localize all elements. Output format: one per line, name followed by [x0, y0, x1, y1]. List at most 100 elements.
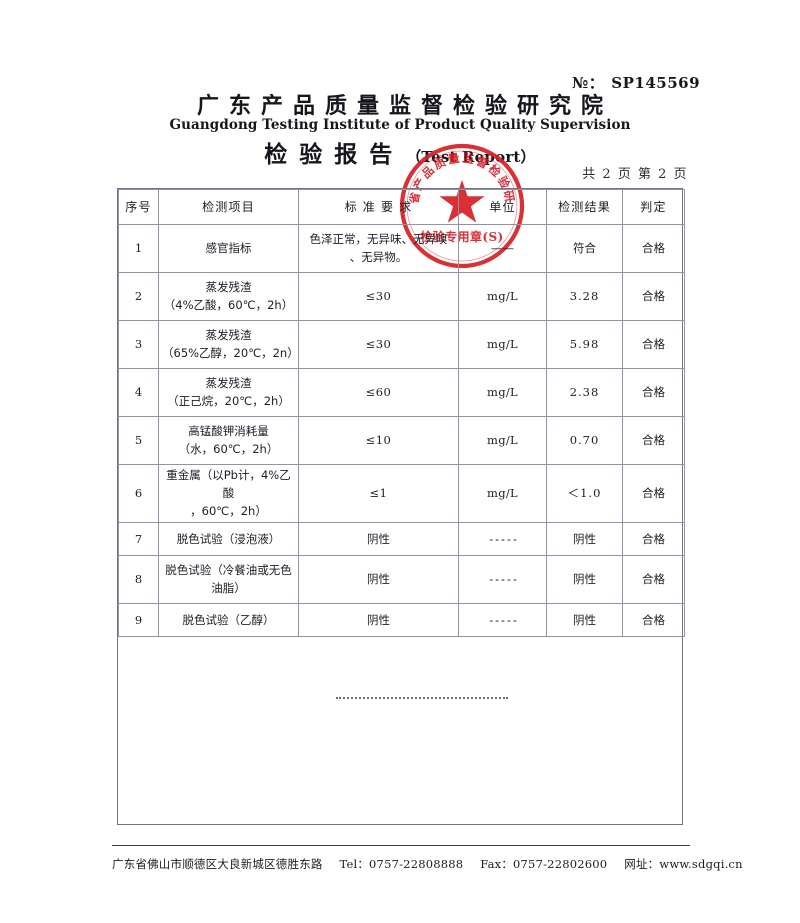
row-no: 5	[118, 416, 159, 465]
row-unit: -----	[458, 522, 547, 557]
row-verdict: 合格	[622, 368, 685, 417]
row-no: 6	[118, 463, 159, 524]
row-unit: mg/L	[458, 320, 547, 369]
row-no: 9	[118, 603, 159, 638]
row-no: 3	[118, 320, 159, 369]
page-title-en: （Test Report）	[406, 148, 536, 166]
page-counter: 共 2 页 第 2 页	[582, 167, 688, 182]
row-item: 重金属（以Pb计，4%乙酸 ，60℃，2h）	[158, 463, 299, 524]
column-header-no: 序号	[118, 189, 159, 225]
footer-address: 广东省佛山市顺德区大良新城区德胜东路	[112, 857, 323, 871]
row-result: 0.70	[546, 416, 623, 465]
row-item-line2: （水，60℃，2h）	[178, 441, 279, 456]
row-standard: 色泽正常，无异味、无异嗅 、无异物。	[298, 224, 459, 273]
row-item-line1: 重金属（以Pb计，4%乙酸	[166, 468, 291, 500]
row-verdict: 合格	[622, 603, 685, 638]
test-results-table: 序号 检测项目 标 准 要 求 单位 检测结果 判定 1 感官指标 色泽正常，无…	[118, 189, 685, 638]
row-verdict: 合格	[622, 463, 685, 524]
row-verdict: 合格	[622, 416, 685, 465]
table-row: 4 蒸发残渣 （正己烷，20℃，2h） ≤60 mg/L 2.38 合格	[118, 368, 685, 417]
row-item-line2: ，60℃，2h）	[190, 503, 267, 518]
table-row: 7 脱色试验（浸泡液） 阴性 ----- 阴性 合格	[118, 522, 685, 557]
row-item-line1: 蒸发残渣	[205, 375, 252, 390]
row-item-line1: 蒸发残渣	[205, 279, 252, 294]
row-item: 蒸发残渣 （4%乙酸，60℃，2h）	[158, 272, 299, 321]
row-verdict: 合格	[622, 555, 685, 605]
row-result: 符合	[546, 224, 623, 273]
row-result: 阴性	[546, 522, 623, 557]
row-unit: mg/L	[458, 272, 547, 321]
row-item-line2: （65%乙醇，20℃，2n）	[162, 345, 299, 360]
row-item-line2: （4%乙酸，60℃，2h）	[163, 297, 294, 312]
row-item: 脱色试验（乙醇）	[158, 603, 299, 638]
row-verdict: 合格	[622, 320, 685, 369]
table-header-row: 序号 检测项目 标 准 要 求 单位 检测结果 判定	[118, 189, 685, 225]
row-item-line1: 脱色试验（冷餐油或无色	[165, 563, 292, 578]
row-item: 感官指标	[158, 224, 299, 273]
column-header-item: 检测项目	[158, 189, 299, 225]
test-results-table-container: 序号 检测项目 标 准 要 求 单位 检测结果 判定 1 感官指标 色泽正常，无…	[117, 188, 685, 825]
row-result: 阴性	[546, 555, 623, 605]
row-result: 阴性	[546, 603, 623, 638]
footer-tel: Tel：0757-22808888	[339, 857, 464, 871]
row-item: 高锰酸钾消耗量 （水，60℃，2h）	[158, 416, 299, 465]
row-no: 7	[118, 522, 159, 557]
column-header-standard: 标 准 要 求	[298, 189, 459, 225]
footer-website: 网址：www.sdgqi.cn	[624, 857, 743, 871]
footer-contact-info: 广东省佛山市顺德区大良新城区德胜东路 Tel：0757-22808888 Fax…	[112, 856, 742, 872]
row-unit: mg/L	[458, 416, 547, 465]
row-item: 脱色试验（浸泡液）	[158, 522, 299, 557]
row-result: 3.28	[546, 272, 623, 321]
footer-divider	[112, 845, 690, 846]
column-header-unit: 单位	[458, 189, 547, 225]
institute-name-cn: 广东产品质量监督检验研究院	[196, 93, 613, 119]
row-unit: -----	[458, 603, 547, 638]
row-unit: ——	[458, 224, 547, 273]
table-row: 1 感官指标 色泽正常，无异味、无异嗅 、无异物。 —— 符合 合格	[118, 224, 685, 273]
row-verdict: 合格	[622, 272, 685, 321]
report-number-value: SP145569	[611, 74, 700, 92]
column-header-result: 检测结果	[546, 189, 623, 225]
row-standard-line1: 色泽正常，无异味、无异嗅	[309, 231, 448, 246]
row-item-line2: （正己烷，20℃，2h）	[167, 393, 290, 408]
row-no: 1	[118, 224, 159, 273]
row-verdict: 合格	[622, 522, 685, 557]
end-of-report-rule	[336, 697, 508, 701]
row-standard: 阴性	[298, 522, 459, 557]
row-standard: ≤1	[298, 463, 459, 524]
report-number-label: №：	[571, 74, 605, 92]
row-standard: ≤30	[298, 272, 459, 321]
row-no: 8	[118, 555, 159, 605]
row-result: 2.38	[546, 368, 623, 417]
row-result: ＜1.0	[546, 463, 623, 524]
table-row: 9 脱色试验（乙醇） 阴性 ----- 阴性 合格	[118, 603, 685, 638]
table-row: 2 蒸发残渣 （4%乙酸，60℃，2h） ≤30 mg/L 3.28 合格	[118, 272, 685, 321]
row-item: 蒸发残渣 （65%乙醇，20℃，2n）	[158, 320, 299, 369]
table-row: 5 高锰酸钾消耗量 （水，60℃，2h） ≤10 mg/L 0.70 合格	[118, 416, 685, 465]
table-row: 8 脱色试验（冷餐油或无色 油脂） 阴性 ----- 阴性 合格	[118, 555, 685, 605]
row-standard: ≤60	[298, 368, 459, 417]
table-row: 3 蒸发残渣 （65%乙醇，20℃，2n） ≤30 mg/L 5.98 合格	[118, 320, 685, 369]
row-result: 5.98	[546, 320, 623, 369]
row-item: 脱色试验（冷餐油或无色 油脂）	[158, 555, 299, 605]
row-standard: 阴性	[298, 603, 459, 638]
row-item-line2: 油脂）	[211, 580, 246, 595]
table-row: 6 重金属（以Pb计，4%乙酸 ，60℃，2h） ≤1 mg/L ＜1.0 合格	[118, 463, 685, 524]
row-item-line1: 感官指标	[205, 240, 252, 255]
row-no: 2	[118, 272, 159, 321]
institute-name-en: Guangdong Testing Institute of Product Q…	[169, 117, 631, 133]
footer-fax: Fax：0757-22802600	[480, 857, 608, 871]
row-standard: ≤10	[298, 416, 459, 465]
row-unit: -----	[458, 555, 547, 605]
page-title-cn: 检验报告	[264, 141, 405, 168]
report-number: №： SP145569	[0, 72, 700, 93]
row-verdict: 合格	[622, 224, 685, 273]
row-no: 4	[118, 368, 159, 417]
row-unit: mg/L	[458, 463, 547, 524]
row-item-line1: 蒸发残渣	[205, 327, 252, 342]
row-standard-line2: 、无异物。	[349, 249, 408, 264]
row-unit: mg/L	[458, 368, 547, 417]
row-item: 蒸发残渣 （正己烷，20℃，2h）	[158, 368, 299, 417]
column-header-verdict: 判定	[622, 189, 685, 225]
